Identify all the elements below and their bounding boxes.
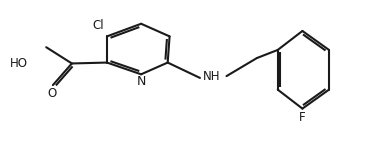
Text: Cl: Cl: [92, 19, 104, 32]
Text: N: N: [137, 75, 146, 88]
Text: O: O: [47, 87, 57, 100]
Text: HO: HO: [10, 57, 28, 70]
Text: F: F: [299, 111, 306, 124]
Text: NH: NH: [203, 70, 220, 83]
